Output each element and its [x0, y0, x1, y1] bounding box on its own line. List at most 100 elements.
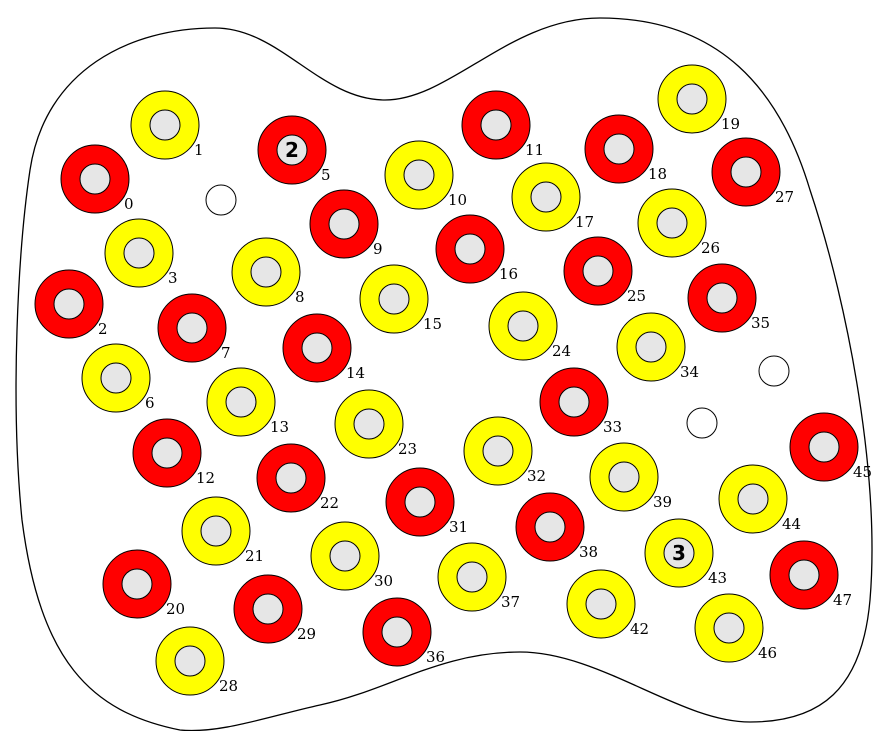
piece-hole [151, 437, 183, 469]
piece-19[interactable]: 19 [657, 64, 740, 134]
piece-1[interactable]: 1 [130, 90, 204, 160]
piece-hole [603, 133, 635, 165]
piece-15[interactable]: 15 [359, 264, 442, 334]
piece-43[interactable]: 3 43 [644, 518, 727, 588]
piece-label: 16 [499, 265, 518, 283]
piece-marker: 2 [285, 138, 299, 162]
piece-label: 15 [423, 315, 442, 333]
piece-42[interactable]: 42 [566, 569, 649, 639]
piece-label: 25 [627, 287, 646, 305]
piece-hole [149, 109, 181, 141]
piece-31[interactable]: 31 [385, 467, 468, 537]
piece-24[interactable]: 24 [488, 291, 571, 361]
piece-46[interactable]: 46 [694, 593, 777, 663]
piece-17[interactable]: 17 [511, 162, 594, 232]
piece-20[interactable]: 20 [102, 549, 185, 619]
piece-27[interactable]: 27 [711, 137, 794, 207]
piece-label: 30 [374, 572, 393, 590]
piece-45[interactable]: 45 [789, 412, 872, 482]
piece-hole [480, 109, 512, 141]
piece-hole [378, 283, 410, 315]
piece-hole [456, 561, 488, 593]
piece-hole [534, 511, 566, 543]
empty-spot[interactable] [205, 184, 237, 216]
piece-hole [121, 568, 153, 600]
piece-label: 24 [552, 342, 571, 360]
piece-34[interactable]: 34 [616, 312, 699, 382]
piece-35[interactable]: 35 [687, 263, 770, 333]
piece-hole [403, 159, 435, 191]
piece-30[interactable]: 30 [310, 521, 393, 591]
piece-13[interactable]: 13 [206, 367, 289, 437]
piece-29[interactable]: 29 [233, 574, 316, 644]
empty-spot[interactable] [758, 355, 790, 387]
piece-label: 44 [782, 515, 801, 533]
piece-label: 9 [373, 240, 383, 258]
piece-hole [482, 435, 514, 467]
piece-14[interactable]: 14 [282, 313, 365, 383]
piece-21[interactable]: 21 [181, 496, 264, 566]
piece-label: 26 [701, 239, 720, 257]
piece-label: 45 [853, 463, 872, 481]
piece-hole [301, 332, 333, 364]
piece-9[interactable]: 9 [309, 189, 383, 259]
board-outline [15, 17, 873, 731]
piece-hole [663, 537, 695, 569]
piece-2[interactable]: 2 [34, 269, 108, 339]
piece-26[interactable]: 26 [637, 188, 720, 258]
piece-11[interactable]: 11 [461, 90, 544, 160]
piece-32[interactable]: 32 [463, 416, 546, 486]
piece-38[interactable]: 38 [515, 492, 598, 562]
piece-label: 20 [166, 600, 185, 618]
piece-39[interactable]: 39 [589, 442, 672, 512]
piece-label: 3 [168, 269, 178, 287]
empty-spot[interactable] [686, 407, 718, 439]
piece-label: 18 [648, 165, 667, 183]
piece-label: 19 [721, 115, 740, 133]
piece-7[interactable]: 7 [157, 293, 231, 363]
piece-44[interactable]: 44 [718, 464, 801, 534]
piece-33[interactable]: 33 [539, 367, 622, 437]
piece-hole [404, 486, 436, 518]
piece-label: 32 [527, 467, 546, 485]
piece-label: 28 [219, 677, 238, 695]
piece-47[interactable]: 47 [769, 540, 852, 610]
piece-8[interactable]: 8 [231, 237, 305, 307]
piece-28[interactable]: 28 [155, 626, 238, 696]
piece-25[interactable]: 25 [563, 236, 646, 306]
piece-3[interactable]: 3 [104, 218, 178, 288]
piece-hole [250, 256, 282, 288]
piece-label: 6 [145, 394, 155, 412]
piece-label: 10 [448, 191, 467, 209]
piece-18[interactable]: 18 [584, 114, 667, 184]
piece-hole [252, 593, 284, 625]
piece-hole [328, 208, 360, 240]
piece-hole [454, 233, 486, 265]
piece-hole [353, 408, 385, 440]
piece-label: 46 [758, 644, 777, 662]
piece-5[interactable]: 25 [257, 115, 331, 185]
piece-hole [656, 207, 688, 239]
piece-label: 21 [245, 547, 264, 565]
piece-hole [713, 612, 745, 644]
piece-6[interactable]: 6 [81, 343, 155, 413]
piece-10[interactable]: 10 [384, 140, 467, 210]
piece-0[interactable]: 0 [60, 144, 134, 214]
piece-16[interactable]: 16 [435, 214, 518, 284]
piece-36[interactable]: 36 [362, 597, 445, 667]
piece-hole [558, 386, 590, 418]
piece-hole [507, 310, 539, 342]
piece-hole [585, 588, 617, 620]
piece-label: 7 [221, 344, 231, 362]
piece-hole [225, 386, 257, 418]
piece-label: 2 [98, 320, 108, 338]
piece-label: 22 [320, 494, 339, 512]
piece-label: 42 [630, 620, 649, 638]
piece-23[interactable]: 23 [334, 389, 417, 459]
piece-22[interactable]: 22 [256, 443, 339, 513]
piece-37[interactable]: 37 [437, 542, 520, 612]
piece-hole [737, 483, 769, 515]
piece-hole [730, 156, 762, 188]
piece-hole [275, 462, 307, 494]
piece-12[interactable]: 12 [132, 418, 215, 488]
